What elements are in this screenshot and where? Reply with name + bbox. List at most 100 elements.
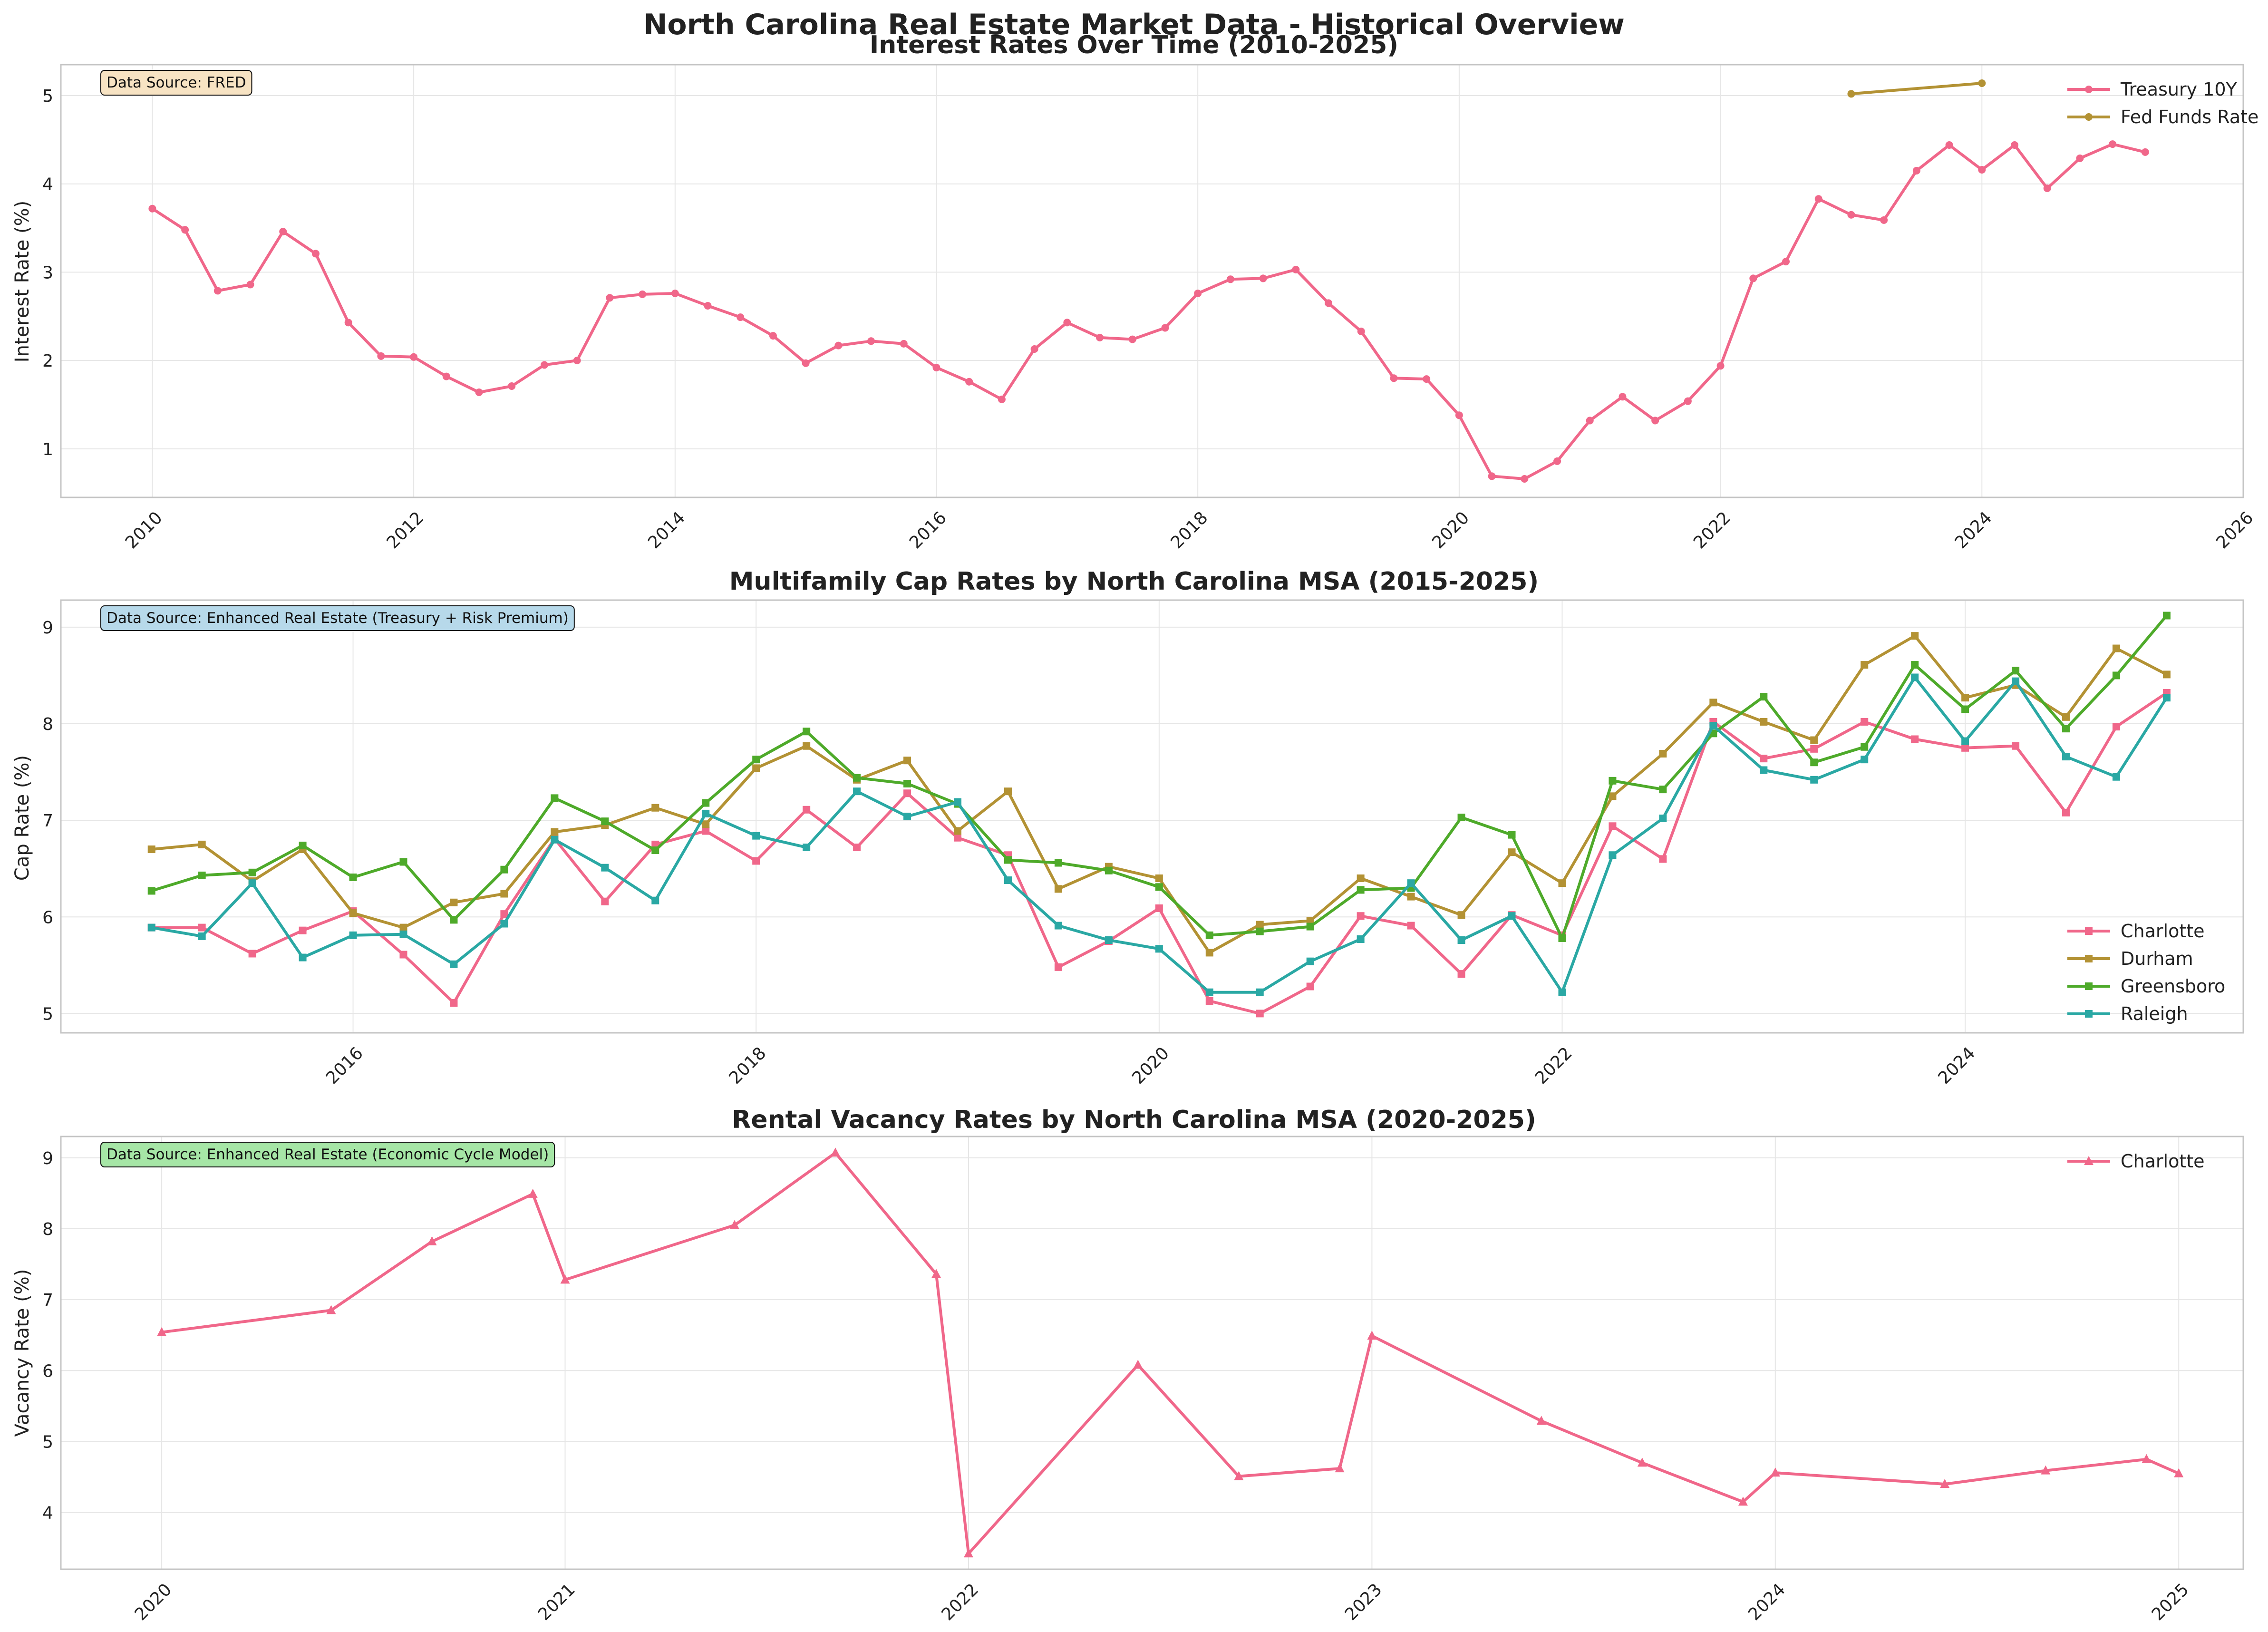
interest-rates-ylabel: Interest Rate (%) xyxy=(11,201,33,363)
cap-rates-data-point xyxy=(551,794,559,802)
cap-rates-legend-marker xyxy=(2085,982,2093,990)
interest-rates-data-point xyxy=(1880,216,1888,224)
cap-rates-data-point xyxy=(2112,773,2120,781)
interest-rates-data-point xyxy=(1912,166,1920,175)
cap-rates-data-point xyxy=(349,931,357,939)
cap-rates-data-point xyxy=(248,950,256,958)
cap-rates-data-point xyxy=(1155,945,1163,953)
cap-rates-data-point xyxy=(399,930,407,938)
vacancy-rates-data-point xyxy=(1738,1496,1748,1506)
cap-rates-data-point xyxy=(1961,737,1969,745)
interest-rates-data-point xyxy=(1259,274,1267,282)
cap-rates-data-point xyxy=(1306,982,1314,991)
cap-rates-data-point xyxy=(752,857,760,865)
vacancy-rates-series-charlotte xyxy=(157,1147,2184,1558)
cap-rates-data-point xyxy=(2012,742,2020,750)
vacancy-rates-data-point xyxy=(830,1147,840,1157)
cap-rates-data-point xyxy=(1810,745,1818,753)
interest-rates-data-point xyxy=(377,352,385,360)
cap-rates-y-tick-label: 8 xyxy=(42,715,53,734)
cap-rates-data-point xyxy=(1054,963,1062,971)
vacancy-rates-legend-label: Charlotte xyxy=(2121,1151,2205,1172)
cap-rates-data-point xyxy=(803,742,811,750)
vacancy-rates-data-point xyxy=(1536,1416,1546,1425)
cap-rates-panel: Multifamily Cap Rates by North Carolina … xyxy=(11,567,2244,1088)
cap-rates-series-raleigh xyxy=(147,673,2171,996)
cap-rates-data-point xyxy=(1609,851,1617,859)
interest-rates-data-point xyxy=(1357,327,1365,335)
interest-rates-data-point xyxy=(1096,333,1104,341)
cap-rates-data-point xyxy=(1105,936,1113,944)
vacancy-rates-y-tick-label: 6 xyxy=(42,1361,53,1381)
cap-rates-data-point xyxy=(651,896,659,904)
cap-rates-data-point xyxy=(752,832,760,840)
cap-rates-data-point xyxy=(1407,893,1415,901)
cap-rates-data-point xyxy=(500,865,508,874)
cap-rates-data-point xyxy=(2012,677,2020,685)
cap-rates-data-point xyxy=(1760,693,1768,701)
interest-rates-data-point xyxy=(1847,211,1855,219)
interest-rates-data-point xyxy=(2011,141,2019,149)
interest-rates-plot-frame xyxy=(60,64,2244,498)
vacancy-rates-y-tick-label: 7 xyxy=(42,1291,53,1310)
cap-rates-data-point xyxy=(601,897,609,905)
cap-rates-data-point xyxy=(1054,885,1062,893)
vacancy-rates-data-point xyxy=(1133,1360,1143,1369)
interest-rates-data-point xyxy=(834,341,843,350)
cap-rates-data-point xyxy=(349,909,357,917)
interest-rates-data-point xyxy=(2141,148,2149,156)
vacancy-rates-y-tick-label: 8 xyxy=(42,1220,53,1239)
cap-rates-legend-entry: Greensboro xyxy=(2067,976,2225,997)
interest-rates-legend-label: Treasury 10Y xyxy=(2120,79,2238,100)
cap-rates-data-point xyxy=(803,728,811,736)
cap-rates-data-point xyxy=(803,844,811,851)
cap-rates-series-durham xyxy=(147,632,2171,957)
cap-rates-data-point xyxy=(2112,644,2120,652)
cap-rates-data-point xyxy=(2162,670,2171,679)
cap-rates-data-point xyxy=(1155,874,1163,882)
cap-rates-data-point xyxy=(1861,743,1869,751)
cap-rates-data-point xyxy=(651,804,659,812)
interest-rates-data-point xyxy=(1782,258,1790,266)
interest-rates-data-point xyxy=(410,353,418,361)
cap-rates-data-point xyxy=(500,910,508,918)
cap-rates-data-point xyxy=(299,926,307,934)
cap-rates-data-point xyxy=(2062,713,2070,721)
cap-rates-data-point xyxy=(2062,753,2070,761)
interest-rates-data-point xyxy=(998,395,1006,403)
interest-rates-data-point xyxy=(867,337,875,345)
interest-rates-data-point xyxy=(213,287,222,295)
cap-rates-data-point xyxy=(248,879,256,887)
interest-rates-data-point xyxy=(573,357,581,365)
cap-rates-data-point xyxy=(1004,787,1012,796)
cap-rates-y-tick-label: 6 xyxy=(42,908,53,927)
cap-rates-data-point xyxy=(2162,694,2171,702)
vacancy-rates-data-point xyxy=(528,1188,538,1198)
cap-rates-data-point xyxy=(803,806,811,814)
interest-rates-legend-marker xyxy=(2085,113,2093,121)
cap-rates-data-point xyxy=(1911,632,1919,640)
interest-rates-data-point xyxy=(1063,319,1071,327)
cap-rates-data-point xyxy=(349,873,357,881)
cap-rates-data-point xyxy=(1205,997,1213,1005)
cap-rates-grid xyxy=(61,600,2243,1033)
cap-rates-data-point xyxy=(1457,814,1465,822)
cap-rates-data-point xyxy=(1256,1010,1264,1018)
interest-rates-legend-marker xyxy=(2085,86,2093,93)
interest-rates-series-fed-funds-rate xyxy=(1847,79,1986,98)
cap-rates-data-point xyxy=(299,953,307,962)
interest-rates-data-point xyxy=(1978,79,1986,87)
cap-rates-plot-frame xyxy=(60,599,2244,1034)
cap-rates-data-point xyxy=(2012,667,2020,675)
cap-rates-data-point xyxy=(1861,661,1869,669)
cap-rates-data-point xyxy=(1256,988,1264,996)
cap-rates-data-point xyxy=(1861,756,1869,764)
interest-rates-data-point xyxy=(540,361,548,369)
vacancy-rates-legend-entry: Charlotte xyxy=(2067,1151,2205,1172)
cap-rates-data-point xyxy=(1306,923,1314,931)
interest-rates-data-point xyxy=(311,250,320,258)
cap-rates-data-point xyxy=(551,828,559,836)
cap-rates-data-point xyxy=(450,999,458,1007)
cap-rates-source-note-box xyxy=(100,605,575,631)
interest-rates-data-point xyxy=(1521,475,1529,483)
